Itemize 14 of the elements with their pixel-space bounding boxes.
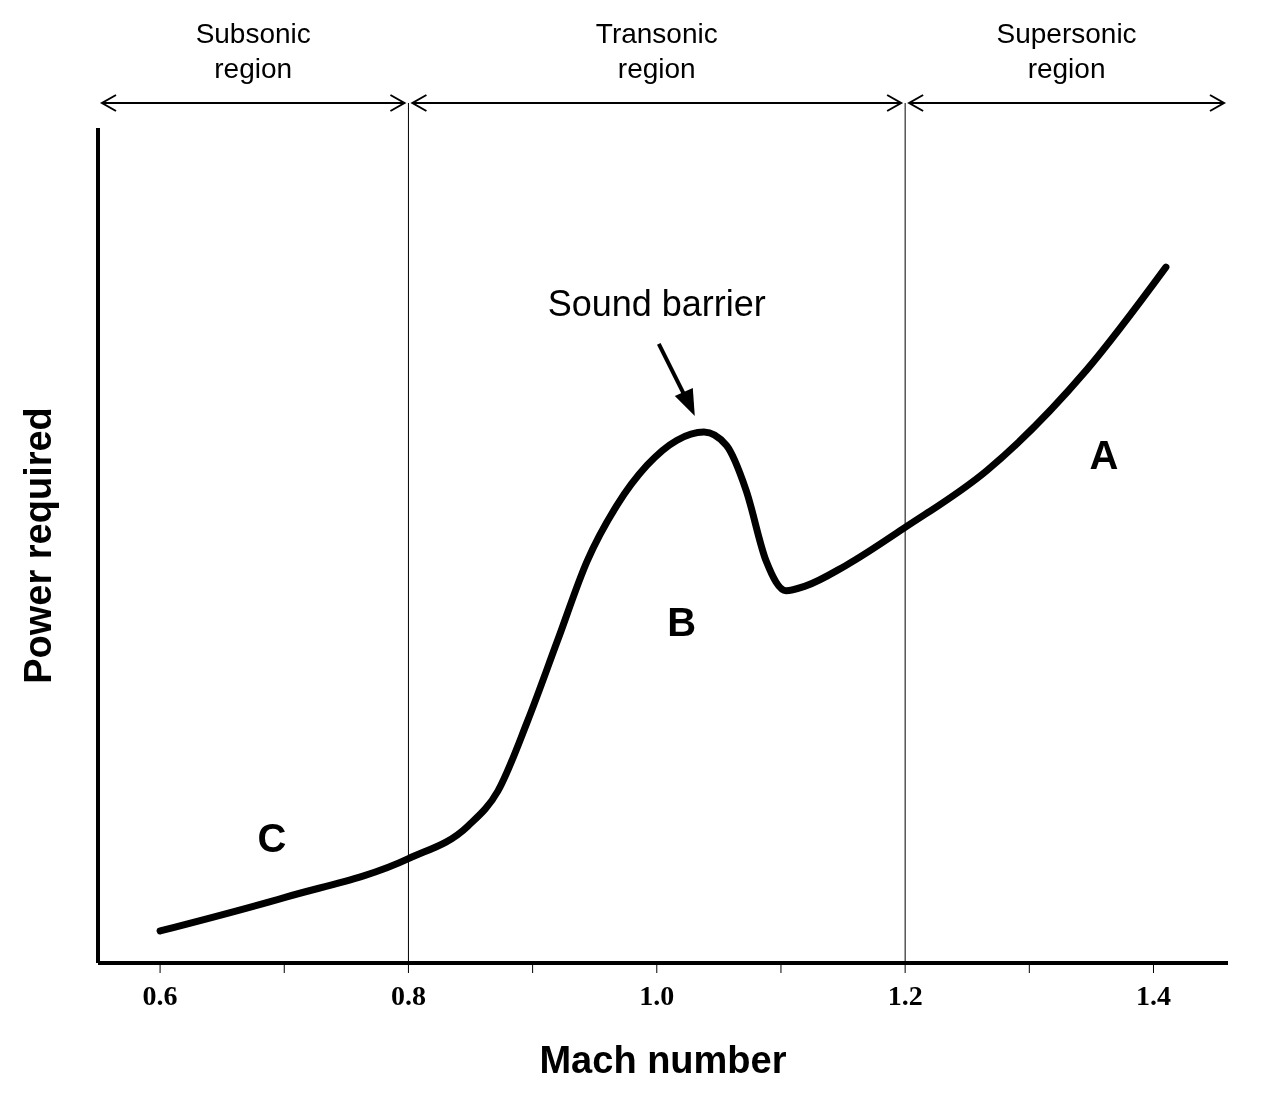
x-tick-label: 1.4 [1135, 979, 1171, 1011]
annotation: A [1089, 432, 1119, 477]
text: Transonic region [595, 18, 718, 84]
x-axis-title: Mach number [539, 1039, 787, 1081]
x-tick-label: 0.6 [142, 979, 178, 1011]
y-axis-title: Power required [17, 407, 60, 684]
annotation: Sound barrier [547, 282, 766, 324]
annotation: C [257, 815, 287, 860]
text: Subsonic region [195, 18, 311, 84]
x-tick-label: 0.8 [390, 979, 426, 1011]
text: Supersonic region [996, 18, 1137, 84]
annotation: B [667, 599, 697, 644]
x-tick-label: 1.0 [639, 979, 675, 1011]
x-tick-label: 1.2 [887, 979, 923, 1011]
